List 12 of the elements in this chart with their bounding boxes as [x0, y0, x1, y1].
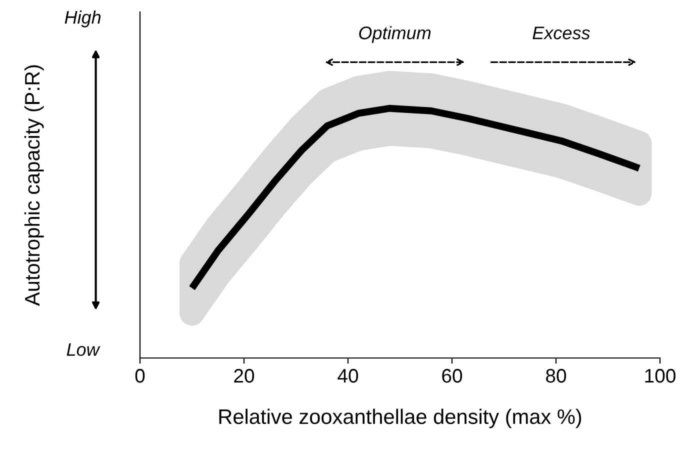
x-tick-label: 0 [135, 368, 145, 383]
x-axis-title: Relative zooxanthellae density (max %) [219, 408, 582, 428]
text: Excess [532, 26, 590, 40]
x-tick-label: 40 [338, 368, 358, 383]
text: High [64, 10, 101, 28]
text: Optimum [359, 26, 431, 43]
x-tick-label: 80 [546, 368, 566, 383]
x-tick-label: 60 [442, 368, 462, 383]
x-tick-label: 100 [645, 368, 676, 383]
x-tick-label: 20 [234, 368, 254, 383]
y-axis-title: Autotrophic capacity (P:R) [24, 65, 44, 306]
text: Low [66, 343, 100, 356]
